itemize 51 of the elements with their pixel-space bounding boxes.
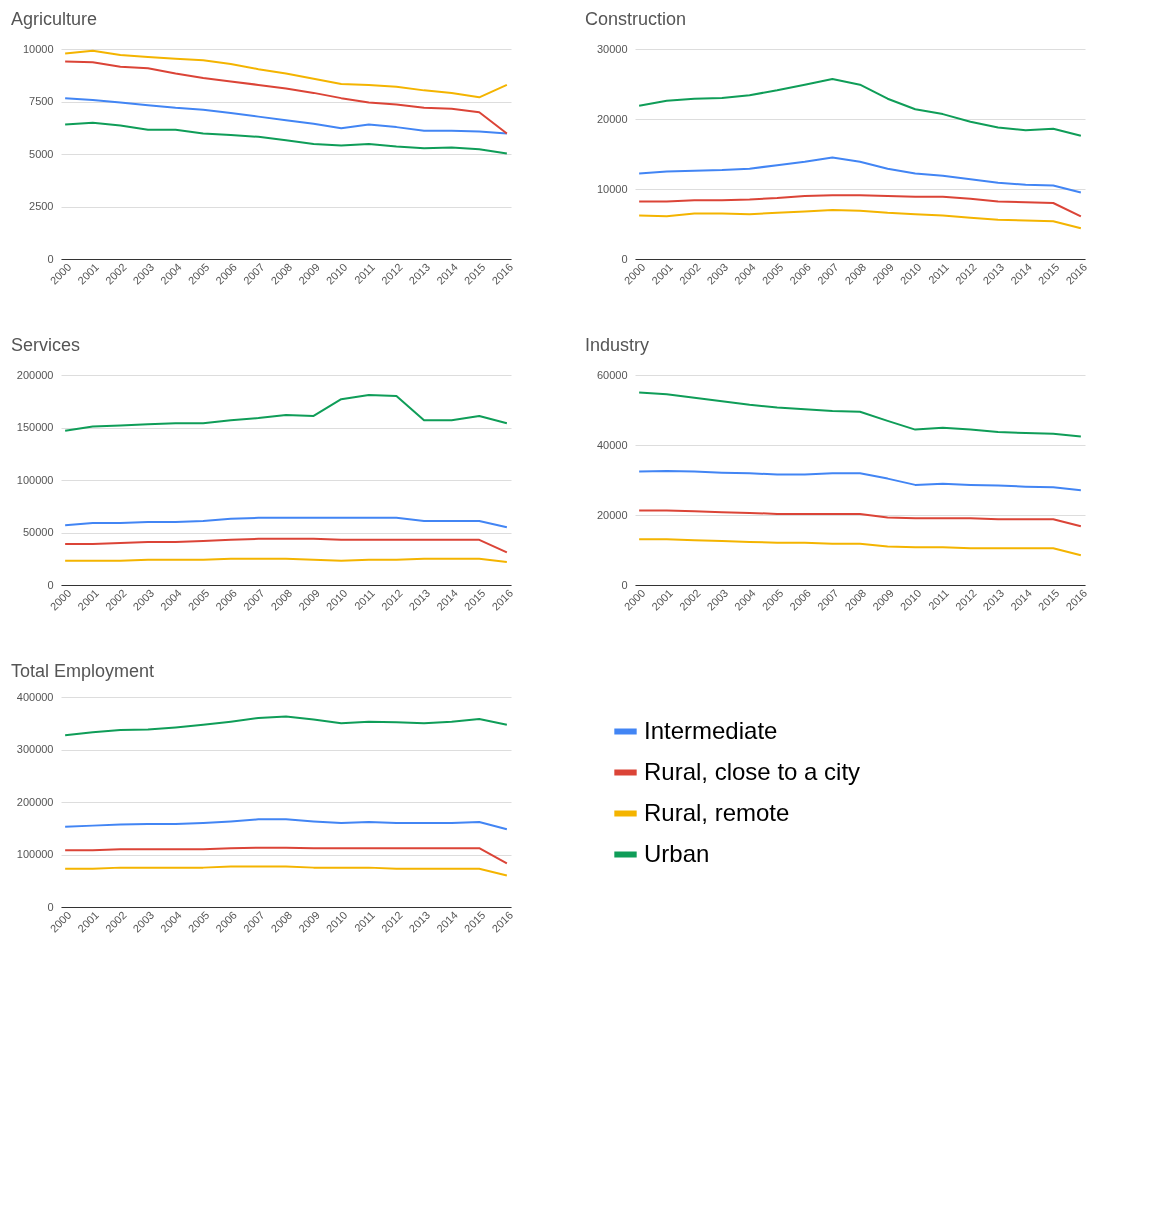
y-tick-label: 0 [47,578,54,591]
legend-label: Intermediate [644,716,778,744]
line-series [638,391,1082,438]
y-tick-label: 0 [47,900,54,913]
line-series [64,715,508,737]
chart-title: Services [11,335,81,355]
y-tick-label: 300000 [16,743,54,755]
line-series [638,78,1082,137]
y-tick-label: 0 [621,252,628,265]
line-series [64,97,508,135]
y-tick-label: 150000 [16,421,54,433]
line-series [638,509,1082,528]
line-series [64,846,508,865]
chart-title: Industry [585,335,650,355]
y-tick-label: 400000 [16,690,54,703]
chart-title: Agriculture [11,9,98,29]
y-tick-label: 20000 [596,508,628,521]
y-tick-label: 200000 [16,368,54,381]
line-series [638,156,1082,194]
y-tick-label: 5000 [29,147,54,160]
line-series [64,516,508,529]
line-series [64,49,508,99]
y-tick-label: 100000 [16,473,54,486]
y-tick-label: 10000 [596,182,628,195]
line-series [64,393,508,432]
line-series [64,60,508,135]
y-tick-label: 7500 [29,95,54,107]
y-tick-label: 0 [47,252,54,265]
chart-title: Total Employment [11,661,155,681]
line-series [638,209,1082,230]
y-tick-label: 200000 [16,795,54,808]
line-series [64,121,508,155]
y-tick-label: 50000 [22,526,54,538]
line-series [64,865,508,877]
y-tick-label: 10000 [22,42,54,55]
legend-label: Urban [644,839,710,867]
legend-label: Rural, close to a city [644,757,861,785]
line-series [64,537,508,554]
y-tick-label: 40000 [596,438,628,451]
y-tick-label: 0 [621,578,628,591]
y-tick-label: 30000 [596,42,628,55]
y-tick-label: 20000 [596,112,628,125]
y-tick-label: 100000 [16,848,54,860]
line-series [638,469,1082,492]
legend-label: Rural, remote [644,798,790,826]
line-series [64,818,508,831]
line-series [638,194,1082,218]
line-series [638,538,1082,557]
chart-title: Construction [585,9,687,29]
y-tick-label: 60000 [596,368,628,381]
y-tick-label: 2500 [29,200,54,212]
